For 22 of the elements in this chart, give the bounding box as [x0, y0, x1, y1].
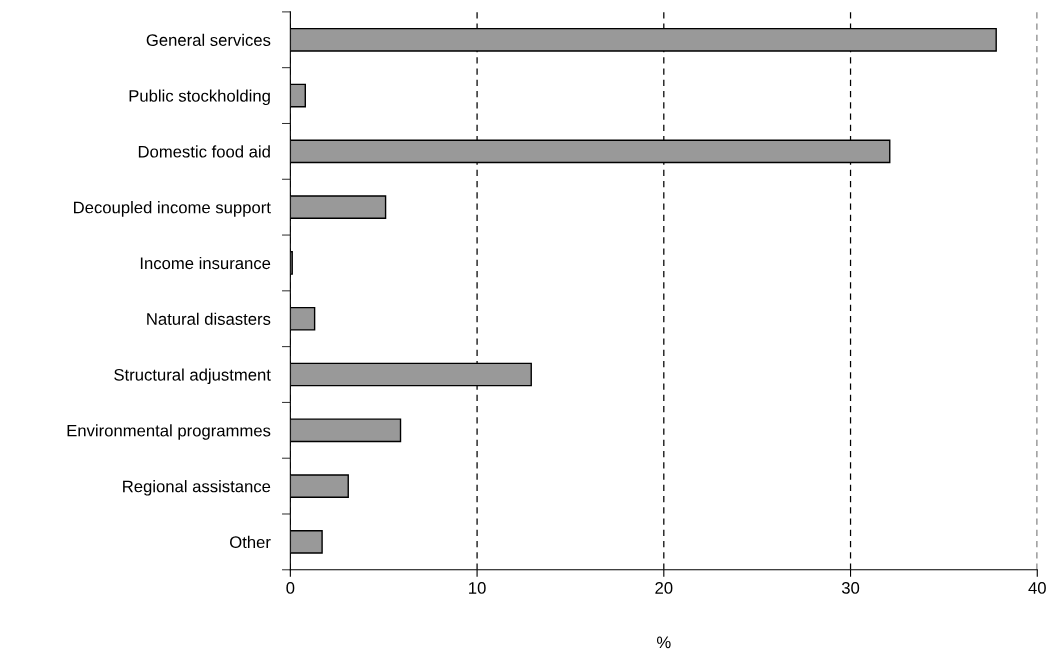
y-tick-label: Environmental programmes — [67, 424, 271, 440]
y-tick-label: Natural disasters — [147, 312, 271, 325]
x-tick-label: 20 — [655, 582, 673, 594]
y-tick-label: Other — [230, 535, 271, 549]
y-tick-label: General services — [146, 33, 271, 46]
bar — [290, 474, 349, 498]
y-tick-label: Public stockholding — [129, 89, 270, 106]
y-tick-label: Regional assistance — [123, 480, 271, 496]
x-tick-label: 40 — [1028, 582, 1046, 594]
y-tick-label: Domestic food aid — [138, 145, 270, 158]
x-tick-label: 0 — [286, 582, 295, 594]
y-tick-label: Income insurance — [140, 256, 271, 270]
bar — [290, 530, 323, 554]
y-tick-label: Structural adjustment — [114, 368, 271, 385]
bar — [290, 306, 316, 331]
bar — [290, 418, 402, 443]
bar — [290, 195, 387, 220]
x-tick-label: 10 — [469, 582, 486, 594]
x-tick-label: 30 — [841, 582, 860, 594]
x-axis-title: % — [657, 636, 671, 649]
y-tick-label: Decoupled income support — [74, 201, 271, 217]
bar — [290, 83, 306, 108]
